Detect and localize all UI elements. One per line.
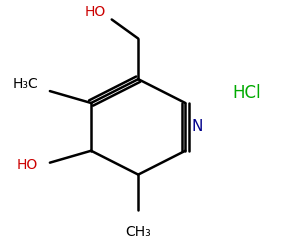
Text: HO: HO <box>85 5 106 19</box>
Text: N: N <box>191 119 202 134</box>
Text: H₃C: H₃C <box>12 77 38 91</box>
Text: HCl: HCl <box>233 85 262 102</box>
Text: HO: HO <box>17 158 38 172</box>
Text: CH₃: CH₃ <box>125 225 151 239</box>
